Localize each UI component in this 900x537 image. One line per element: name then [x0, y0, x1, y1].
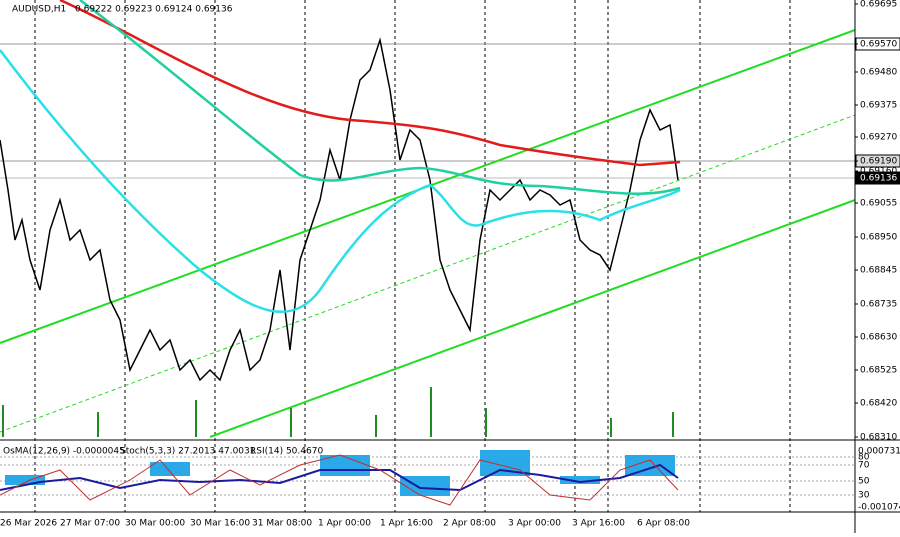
- price-label: 0.69480: [860, 68, 897, 78]
- symbol: AUDUSD,H1: [12, 5, 66, 15]
- price-label: 0.69570: [860, 40, 897, 50]
- price-label: 0.68950: [860, 233, 897, 243]
- price-label: 0.68845: [860, 266, 897, 276]
- time-label: 6 Apr 08:00: [637, 519, 690, 529]
- time-label: 3 Apr 00:00: [508, 519, 561, 529]
- ma-slow: [59, 0, 681, 167]
- ohlc: 0.69222 0.69223 0.69124 0.69136: [75, 5, 233, 15]
- indicator-axis-label: 70: [858, 461, 870, 471]
- price-label: 0.68525: [860, 366, 897, 376]
- time-label: 1 Apr 00:00: [318, 519, 371, 529]
- osc-levels: [0, 456, 855, 496]
- price: [0, 37, 679, 382]
- price-label: 0.69136: [860, 174, 897, 184]
- rsi-label: RSI(14) 50.4670: [250, 447, 323, 457]
- grid: [34, 0, 791, 512]
- indicator-axis-label: 0.000731: [858, 447, 900, 457]
- time-label: 26 Mar 2026: [0, 519, 57, 529]
- time-label: 30 Mar 00:00: [125, 519, 185, 529]
- price-axis: 0.69695 0.69570 0.69480 0.69375 0.69270 0.691…: [855, 0, 900, 443]
- price-label: 0.68735: [860, 300, 897, 310]
- price-label: 0.68420: [860, 399, 897, 409]
- rsi-line: [0, 463, 679, 492]
- channel-mid: [0, 114, 856, 433]
- stoch-label: Stoch(5,3,3) 27.2013 47.0031: [120, 447, 255, 457]
- price-label: 0.68630: [860, 333, 897, 343]
- indicator-axis-label: 30: [858, 491, 870, 501]
- price-label: 0.69375: [860, 101, 897, 111]
- time-label: 3 Apr 16:00: [572, 519, 625, 529]
- price-label: 0.69695: [860, 0, 897, 10]
- time-label: 2 Apr 08:00: [443, 519, 496, 529]
- indicator-axis-label: 50: [858, 477, 870, 487]
- channel-lower: [209, 199, 856, 438]
- ma-mid: [79, 0, 681, 195]
- price-label: 0.69190: [860, 157, 897, 167]
- price-label: 0.69055: [860, 199, 897, 209]
- time-label: 27 Mar 07:00: [60, 519, 120, 529]
- time-label: 1 Apr 16:00: [380, 519, 433, 529]
- volume: [2, 387, 674, 437]
- stoch-line: [0, 454, 679, 506]
- time-label: 31 Mar 08:00: [252, 519, 312, 529]
- time-label: 30 Mar 16:00: [190, 519, 250, 529]
- ma-fast: [0, 49, 681, 314]
- indicator-axis-label: -0.001074: [858, 503, 900, 513]
- time-axis: 26 Mar 2026 27 Mar 07:00 30 Mar 00:00 30 Ma…: [0, 519, 690, 529]
- indicator-axis-label: 80: [858, 453, 870, 463]
- price-label: 0.68310: [860, 433, 897, 443]
- osma-label: OsMA(12,26,9) -0.0000045: [3, 447, 125, 457]
- price-label: 0.69270: [860, 133, 897, 143]
